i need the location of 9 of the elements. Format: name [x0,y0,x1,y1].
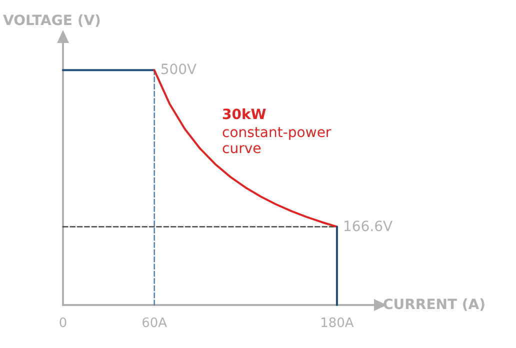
data-label: 166.6V [342,218,394,235]
y-axis-title: VOLTAGE (V) [3,13,101,29]
x-tick-label: 180A [320,316,354,331]
x-axis-title: CURRENT (A) [383,297,486,313]
data-label: 500V [160,62,198,78]
x-tick-label: 60A [142,316,168,331]
annotation: constant-power curve [222,125,332,157]
x-tick-label: 0 [58,316,68,331]
annotation: 30kW [222,107,266,123]
